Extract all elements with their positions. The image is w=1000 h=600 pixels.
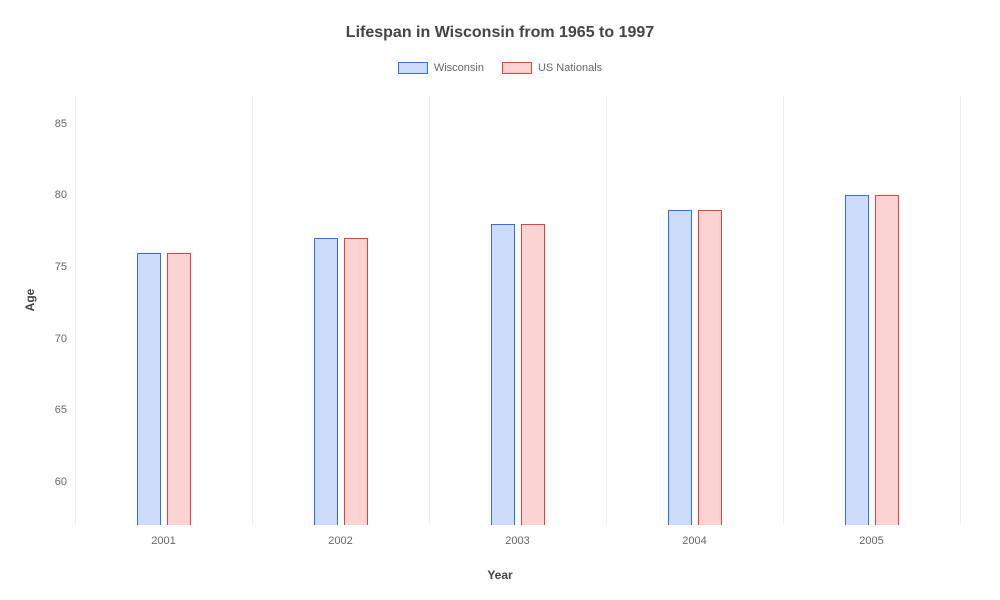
bar — [875, 195, 899, 525]
x-tick-label: 2002 — [328, 535, 352, 547]
grid-line — [429, 95, 430, 525]
bar — [491, 224, 515, 525]
legend-item-us-nationals: US Nationals — [502, 62, 602, 74]
grid-line — [960, 95, 961, 525]
x-tick-label: 2003 — [505, 535, 529, 547]
chart-title: Lifespan in Wisconsin from 1965 to 1997 — [0, 24, 1000, 42]
bar — [167, 253, 191, 525]
y-tick-label: 75 — [55, 261, 67, 273]
grid-line — [252, 95, 253, 525]
bar — [137, 253, 161, 525]
grid-line — [606, 95, 607, 525]
x-axis-title: Year — [0, 568, 1000, 582]
bar — [668, 210, 692, 525]
x-tick-label: 2005 — [859, 535, 883, 547]
y-axis-title: Age — [23, 289, 37, 312]
legend-swatch-wisconsin — [398, 62, 428, 74]
x-tick-label: 2001 — [151, 535, 175, 547]
bar — [344, 238, 368, 525]
bar — [521, 224, 545, 525]
plot-area: 60657075808520012002200320042005 — [75, 95, 960, 525]
legend-item-wisconsin: Wisconsin — [398, 62, 484, 74]
y-tick-label: 70 — [55, 333, 67, 345]
y-tick-label: 85 — [55, 118, 67, 130]
grid-line — [75, 95, 76, 525]
chart-container: Lifespan in Wisconsin from 1965 to 1997 … — [0, 0, 1000, 600]
legend-label-us-nationals: US Nationals — [538, 62, 602, 74]
y-tick-label: 65 — [55, 404, 67, 416]
legend: Wisconsin US Nationals — [0, 62, 1000, 74]
legend-swatch-us-nationals — [502, 62, 532, 74]
legend-label-wisconsin: Wisconsin — [434, 62, 484, 74]
bar — [314, 238, 338, 525]
x-tick-label: 2004 — [682, 535, 706, 547]
bar — [845, 195, 869, 525]
y-tick-label: 80 — [55, 189, 67, 201]
grid-line — [783, 95, 784, 525]
y-tick-label: 60 — [55, 476, 67, 488]
bar — [698, 210, 722, 525]
